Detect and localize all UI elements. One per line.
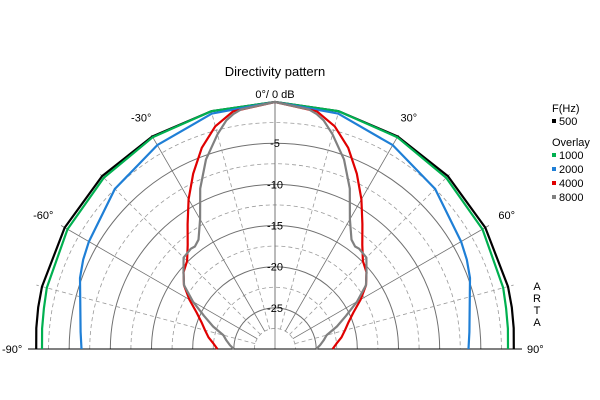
legend-header: F(Hz) xyxy=(552,103,580,115)
grid-spoke xyxy=(151,134,266,332)
angle-label: -30° xyxy=(131,112,151,124)
legend: F(Hz) 500 Overlay 1000 2000 4000 8000 xyxy=(552,103,590,204)
legend-label: 8000 xyxy=(559,192,583,204)
grid-spoke xyxy=(279,110,340,330)
legend-swatch xyxy=(552,195,556,199)
legend-overlay-header: Overlay xyxy=(552,137,590,149)
angle-label: -90° xyxy=(2,344,22,356)
chart-title: Directivity pattern xyxy=(225,64,325,79)
grid-spoke xyxy=(292,225,490,340)
angle-label: 60° xyxy=(498,210,515,222)
polar-grid xyxy=(28,102,522,350)
watermark-letter: A xyxy=(533,281,541,293)
radial-tick-label: -5 xyxy=(270,138,280,150)
legend-swatch xyxy=(552,181,556,185)
grid-spoke xyxy=(60,225,258,340)
grid-ring-minor xyxy=(212,286,338,350)
angle-label: 30° xyxy=(400,112,417,124)
legend-swatch xyxy=(552,167,556,171)
watermark-letter: A xyxy=(533,317,541,329)
legend-label: 2000 xyxy=(559,164,583,176)
legend-swatch xyxy=(552,119,556,123)
radial-tick-label: -15 xyxy=(267,221,283,233)
watermark-letter: T xyxy=(534,305,541,317)
radial-tick-label: -25 xyxy=(267,303,283,315)
radial-tick-label: -10 xyxy=(267,179,283,191)
legend-base-series: 500 xyxy=(552,116,577,128)
grid-spoke xyxy=(210,110,271,330)
grid-spoke xyxy=(294,284,514,345)
series-layer xyxy=(35,100,515,350)
grid-spoke xyxy=(289,174,450,335)
grid-spoke xyxy=(100,174,261,335)
axis-labels: -5 -10 -15 -20 -25 0°/ 0 dB -30° 30° -60° 60° -90°… xyxy=(2,89,544,356)
legend-swatch xyxy=(552,153,556,157)
angle-label: 90° xyxy=(527,344,544,356)
grid-ring-minor xyxy=(254,328,296,350)
angle-label: -60° xyxy=(33,210,53,222)
legend-label: 1000 xyxy=(559,150,583,162)
radial-tick-label: -20 xyxy=(267,262,283,274)
legend-label: 4000 xyxy=(559,178,583,190)
grid-spoke xyxy=(36,284,256,345)
watermark-letter: R xyxy=(533,293,541,305)
series-8000 xyxy=(182,100,368,350)
legend-overlay-series: 1000 2000 4000 8000 xyxy=(552,150,583,204)
grid-spoke xyxy=(284,134,399,332)
angle-label: 0°/ 0 dB xyxy=(255,89,294,101)
legend-label: 500 xyxy=(559,116,577,128)
